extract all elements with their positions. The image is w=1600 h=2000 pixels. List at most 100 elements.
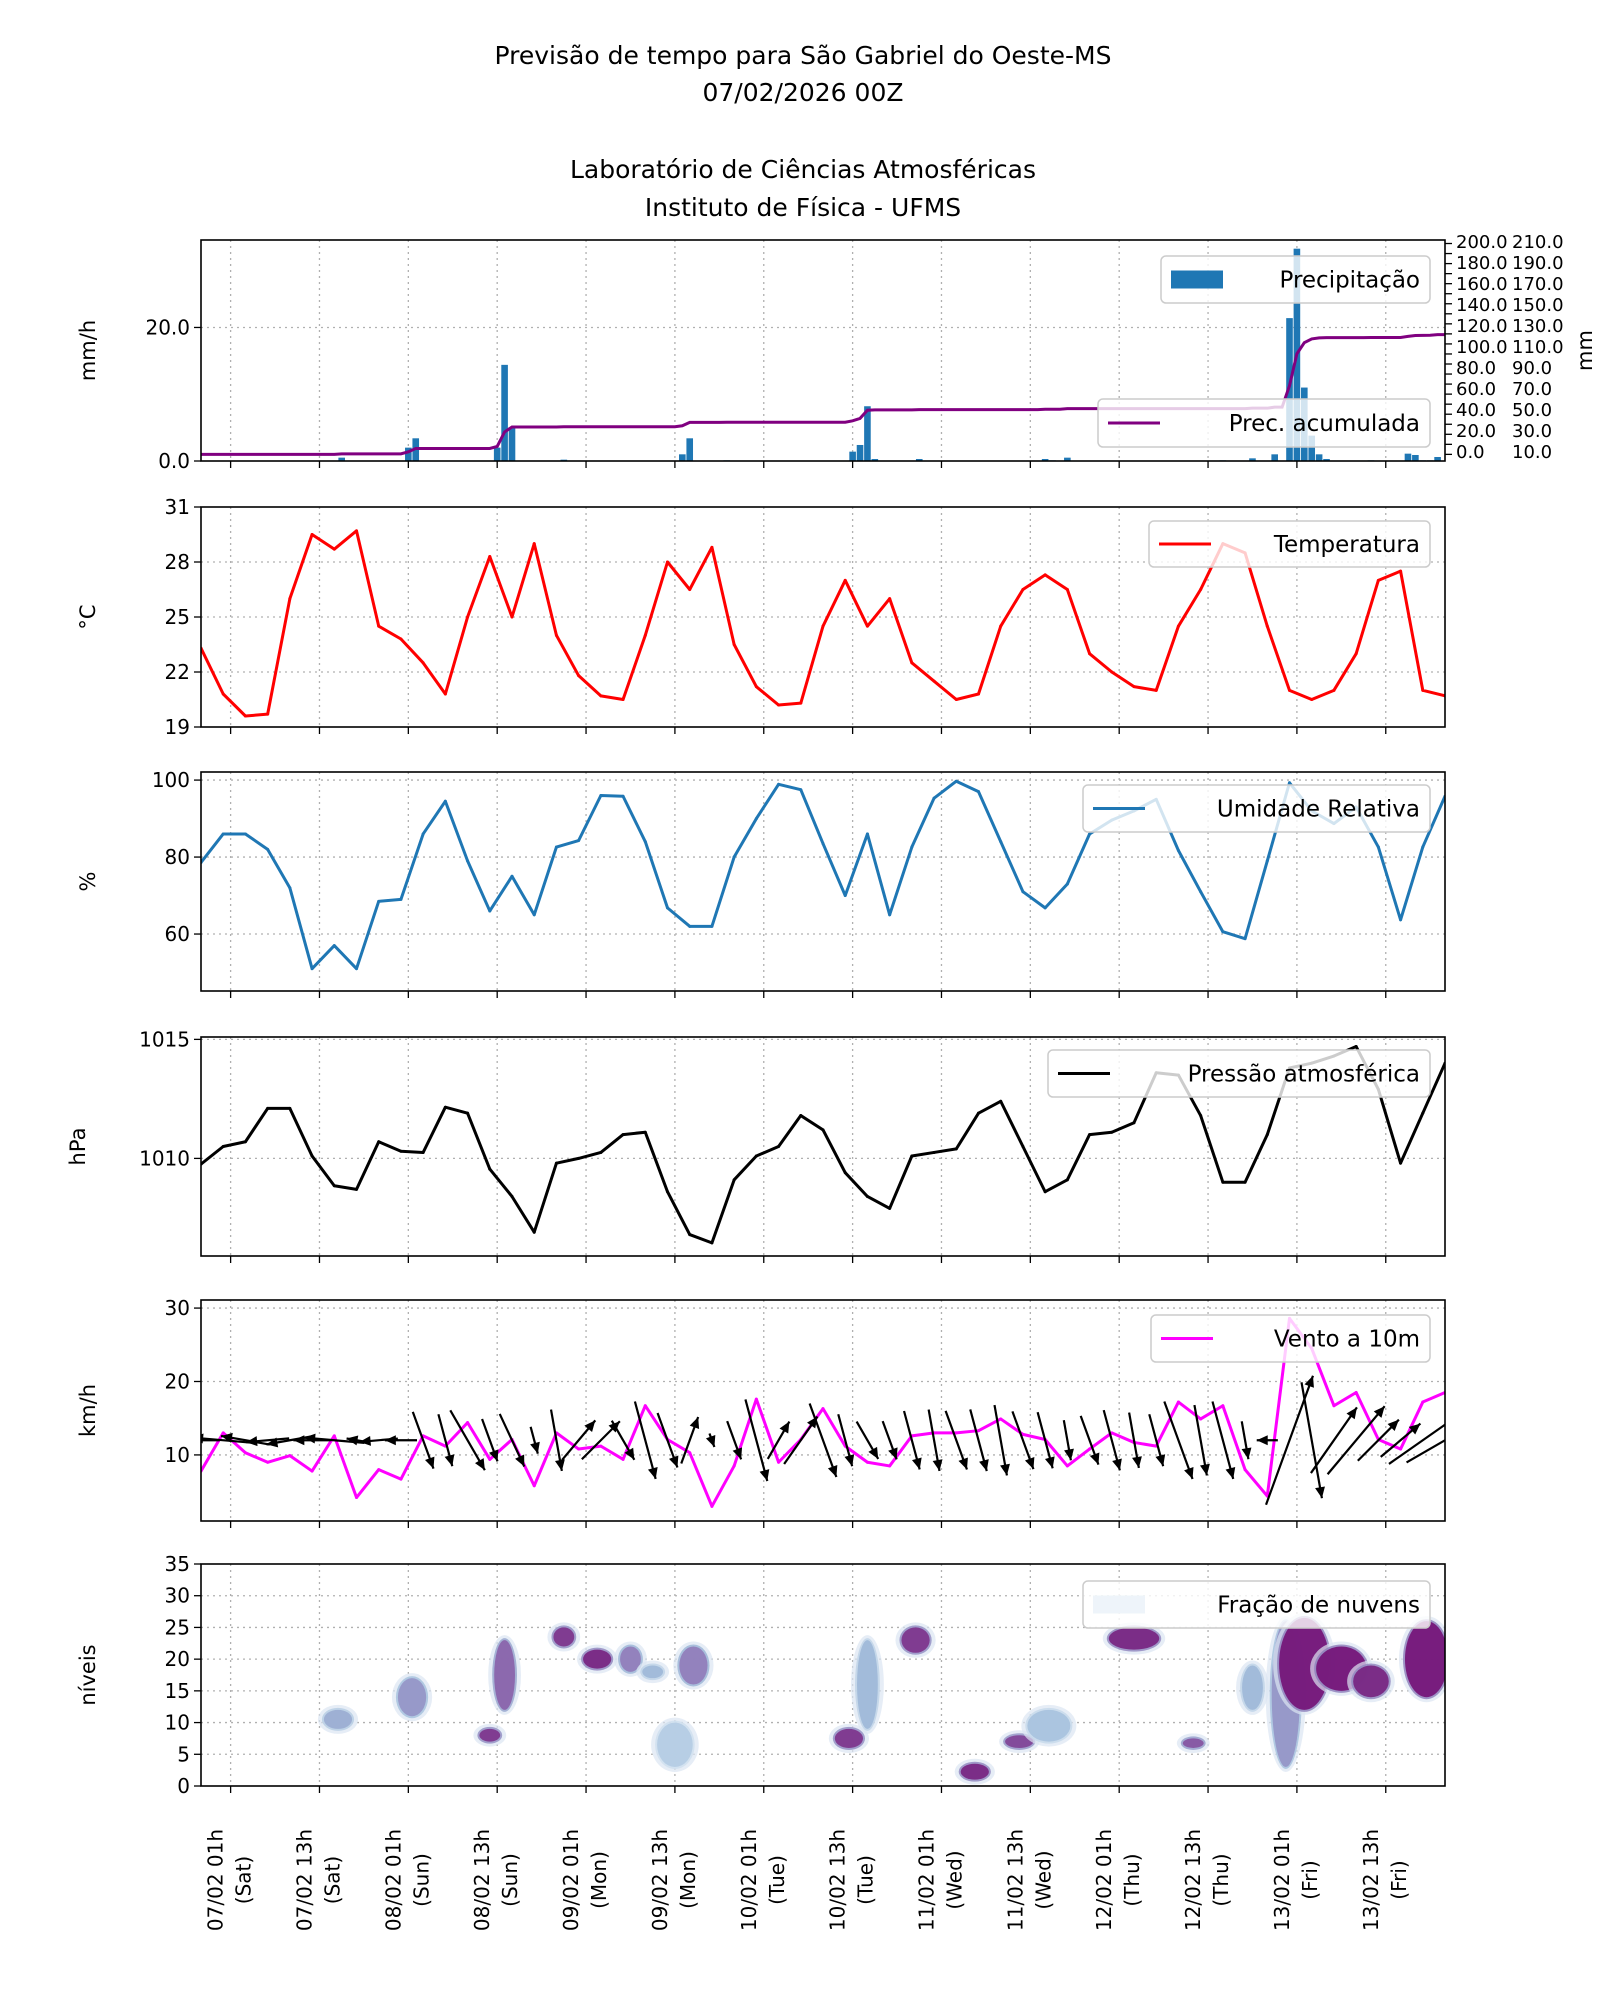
x-tick-label: 09/02 13h (Mon): [648, 1829, 700, 1931]
series-point: [1399, 569, 1403, 573]
wind-arrow: [1011, 1410, 1035, 1470]
series-point: [1199, 1114, 1203, 1118]
series-point: [532, 1484, 536, 1488]
series-point: [1310, 698, 1314, 701]
series-point: [999, 1417, 1003, 1421]
x-tick-day: (Mon): [587, 1851, 611, 1909]
series-point: [310, 967, 314, 971]
series-point: [532, 542, 536, 546]
legend-label: Temperatura: [1273, 532, 1420, 558]
y-axis-label: hPa: [66, 1128, 90, 1166]
x-tick-label: 08/02 01h (Sun): [381, 1829, 433, 1931]
wind-arrow: [1240, 1421, 1252, 1460]
series-point: [865, 1460, 869, 1464]
series-point: [532, 1230, 536, 1234]
wind-arrow: [1163, 1401, 1194, 1480]
wind-arrow: [1326, 1405, 1386, 1475]
series-point: [355, 529, 358, 533]
series-point: [1088, 1133, 1092, 1137]
wind-arrow: [1062, 1419, 1074, 1461]
series-point: [932, 796, 936, 800]
series-point: [1399, 1447, 1403, 1451]
precip-bar: [493, 447, 501, 461]
series-point: [1043, 573, 1047, 577]
right-y-tick-label: 70.0: [1512, 379, 1552, 400]
series-point: [421, 1150, 425, 1154]
x-tick-day: (Sat): [232, 1856, 256, 1904]
series-point: [777, 782, 781, 786]
x-tick-date: 13/02 01h: [1270, 1829, 1294, 1931]
x-tick-day: (Sat): [320, 1856, 344, 1904]
precip-bar: [1323, 458, 1330, 461]
y-tick-label: 10: [165, 1711, 190, 1735]
cloud-region: [851, 1635, 884, 1734]
right-y-axis-label: mm: [1573, 330, 1597, 371]
series-point: [310, 533, 314, 536]
series-point: [643, 840, 647, 844]
series-point: [799, 701, 803, 705]
cloud-region: [547, 1622, 581, 1652]
y-tick-label: 28: [165, 550, 190, 574]
series-point: [1199, 588, 1203, 591]
legend: Vento a 10m: [1150, 1314, 1431, 1363]
cloud-region: [651, 1717, 699, 1772]
wind-arrow: [449, 1409, 486, 1471]
series-point: [443, 1105, 447, 1109]
x-tick-date: 08/02 13h: [470, 1829, 494, 1931]
series-point: [888, 1206, 892, 1210]
series-point: [865, 1194, 869, 1198]
series-point: [710, 1504, 714, 1508]
series-point: [577, 674, 581, 678]
y-tick-label: 1015: [139, 1027, 190, 1051]
series-point: [1421, 1111, 1425, 1115]
right-y-tick-label: 0.0: [1456, 442, 1485, 463]
right-y-tick-label: 160.0: [1456, 274, 1508, 295]
x-tick-date: 07/02 13h: [292, 1829, 316, 1931]
series-point: [1132, 1121, 1136, 1125]
y-axis-label: °C: [76, 604, 100, 629]
precip-bar: [1412, 454, 1419, 461]
series-point: [1065, 1178, 1069, 1182]
series-point: [977, 692, 980, 696]
precip-bar: [856, 444, 864, 461]
series-point: [288, 1454, 292, 1458]
precip-bar: [1041, 458, 1049, 461]
series-point: [1221, 1180, 1225, 1184]
cloud-region: [828, 1723, 870, 1753]
series-point: [310, 1469, 314, 1473]
series-point: [288, 886, 292, 890]
x-tick-day: (Tue): [854, 1855, 878, 1905]
series-point: [310, 1154, 314, 1158]
series-point: [688, 1451, 692, 1455]
wind-arrow: [993, 1404, 1010, 1476]
panel-3: 1010 1015 hPa Pressão atmosférica: [66, 1027, 1446, 1263]
series-point: [643, 1130, 647, 1134]
series-point: [266, 712, 270, 716]
series-point: [266, 1460, 270, 1464]
x-tick-label: 12/02 13h (Thu): [1181, 1829, 1233, 1931]
series-point: [821, 842, 825, 846]
wind-arrow: [927, 1409, 943, 1472]
series-point: [399, 897, 403, 901]
series-point: [1176, 1400, 1180, 1404]
cloud-region: [1021, 1704, 1077, 1747]
panel-frame: [200, 771, 1446, 992]
y-tick-label: 0.0: [158, 449, 190, 473]
series-point: [488, 1457, 492, 1461]
series-point: [332, 1184, 336, 1188]
plot-area: [201, 779, 1445, 971]
series-point: [443, 799, 447, 803]
series-point: [577, 839, 581, 843]
x-tick-label: 07/02 13h (Sat): [292, 1829, 344, 1931]
series-point: [710, 545, 714, 549]
panel-frame: [200, 1299, 1446, 1522]
legend-label: Fração de nuvens: [1217, 1593, 1420, 1619]
series-point: [666, 906, 669, 910]
series-point: [643, 633, 647, 637]
wind-arrow: [1036, 1411, 1055, 1469]
y-tick-label: 5: [177, 1742, 190, 1766]
series-point: [377, 624, 381, 628]
series-point: [1288, 781, 1291, 785]
series-point: [332, 547, 336, 551]
legend-label: Pressão atmosférica: [1188, 1062, 1420, 1088]
